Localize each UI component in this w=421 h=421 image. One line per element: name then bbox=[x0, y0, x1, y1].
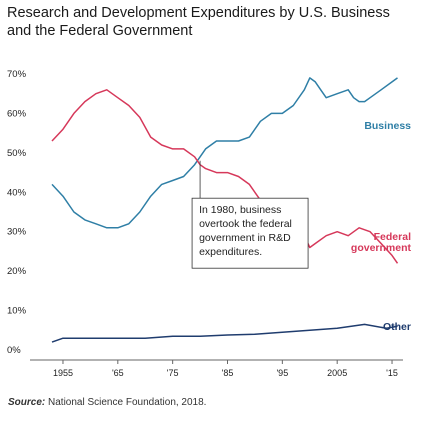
y-tick-label: 0% bbox=[7, 345, 21, 356]
x-tick-label: '85 bbox=[222, 368, 234, 378]
annotation-text-line: government in R&D bbox=[199, 232, 291, 244]
series-line-other bbox=[51, 323, 398, 343]
x-tick-label: '15 bbox=[386, 368, 398, 378]
x-tick-label: '75 bbox=[167, 368, 179, 378]
chart-title: Research and Development Expenditures by… bbox=[7, 5, 390, 39]
y-tick-label: 60% bbox=[7, 108, 27, 119]
series-label: government bbox=[351, 242, 412, 254]
source-label: Source: bbox=[8, 397, 46, 408]
y-tick-label: 40% bbox=[7, 187, 27, 198]
series-line-federal-government bbox=[51, 89, 399, 264]
x-axis: 1955 '65 '75 '85 '95 2005 '15 bbox=[30, 359, 403, 378]
y-axis-ticks: 0% 10% 20% 30% 40% 50% 60% 70% bbox=[7, 69, 27, 356]
y-tick-label: 50% bbox=[7, 148, 27, 159]
series-label: Other bbox=[383, 321, 411, 333]
y-tick-label: 30% bbox=[7, 227, 27, 238]
y-tick-label: 70% bbox=[7, 69, 27, 80]
source-note: Source: National Science Foundation, 201… bbox=[8, 397, 206, 408]
series-label: Business bbox=[364, 120, 411, 132]
source-text: National Science Foundation, 2018. bbox=[48, 397, 207, 408]
annotation: In 1980, business overtook the federal gov… bbox=[191, 160, 309, 269]
annotation-box bbox=[191, 197, 309, 269]
x-tick-label: 1955 bbox=[53, 368, 73, 378]
y-tick-label: 20% bbox=[7, 266, 27, 277]
x-tick-label: '65 bbox=[112, 368, 124, 378]
series-label: Federal bbox=[374, 231, 411, 243]
series-lines bbox=[51, 77, 399, 343]
annotation-text-line: expenditures. bbox=[199, 246, 262, 258]
annotation-text-line: In 1980, business bbox=[199, 204, 281, 216]
annotation-text-line: overtook the federal bbox=[199, 218, 292, 230]
series-line-business bbox=[51, 77, 398, 229]
x-tick-label: '95 bbox=[276, 368, 288, 378]
x-tick-label: 2005 bbox=[327, 368, 347, 378]
y-tick-label: 10% bbox=[7, 306, 27, 317]
